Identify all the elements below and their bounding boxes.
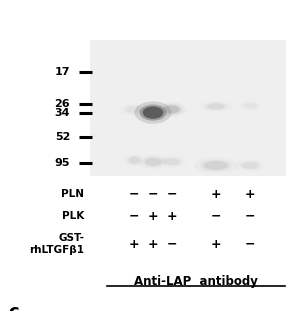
Ellipse shape	[134, 101, 172, 124]
Text: +: +	[148, 210, 158, 223]
Text: 52: 52	[55, 132, 70, 142]
Text: PLN: PLN	[61, 189, 84, 199]
Ellipse shape	[143, 106, 163, 119]
Ellipse shape	[204, 102, 227, 110]
Ellipse shape	[239, 161, 261, 170]
Text: +: +	[148, 238, 158, 251]
Ellipse shape	[128, 157, 140, 164]
Text: Anti-LAP  antibody: Anti-LAP antibody	[134, 275, 258, 288]
Ellipse shape	[140, 104, 166, 121]
Text: +: +	[210, 238, 221, 251]
Text: 95: 95	[55, 158, 70, 168]
Ellipse shape	[200, 160, 232, 171]
Ellipse shape	[242, 162, 259, 169]
Ellipse shape	[157, 102, 186, 117]
Ellipse shape	[204, 161, 228, 170]
Text: PLK: PLK	[62, 211, 84, 221]
Text: 26: 26	[54, 99, 70, 109]
Ellipse shape	[243, 103, 257, 109]
Text: +: +	[245, 188, 256, 201]
Text: +: +	[210, 188, 221, 201]
Text: +: +	[129, 238, 140, 251]
Text: 17: 17	[55, 67, 70, 77]
Ellipse shape	[164, 105, 180, 114]
Ellipse shape	[126, 106, 143, 113]
Text: −: −	[245, 238, 255, 251]
Text: −: −	[129, 188, 140, 201]
Bar	[90, 40, 286, 176]
Ellipse shape	[127, 156, 142, 165]
Ellipse shape	[160, 157, 183, 166]
Text: −: −	[166, 238, 177, 251]
Text: +: +	[166, 210, 177, 223]
Text: c: c	[9, 303, 19, 311]
Ellipse shape	[143, 156, 163, 167]
Ellipse shape	[163, 158, 180, 165]
Text: −: −	[245, 210, 255, 223]
Ellipse shape	[161, 104, 182, 115]
Text: GST-
rhLTGFβ1: GST- rhLTGFβ1	[29, 233, 84, 255]
Ellipse shape	[207, 103, 225, 109]
Text: −: −	[148, 188, 158, 201]
Text: −: −	[129, 210, 140, 223]
Text: 34: 34	[55, 108, 70, 118]
Ellipse shape	[145, 158, 161, 166]
Text: −: −	[166, 188, 177, 201]
Text: −: −	[211, 210, 221, 223]
